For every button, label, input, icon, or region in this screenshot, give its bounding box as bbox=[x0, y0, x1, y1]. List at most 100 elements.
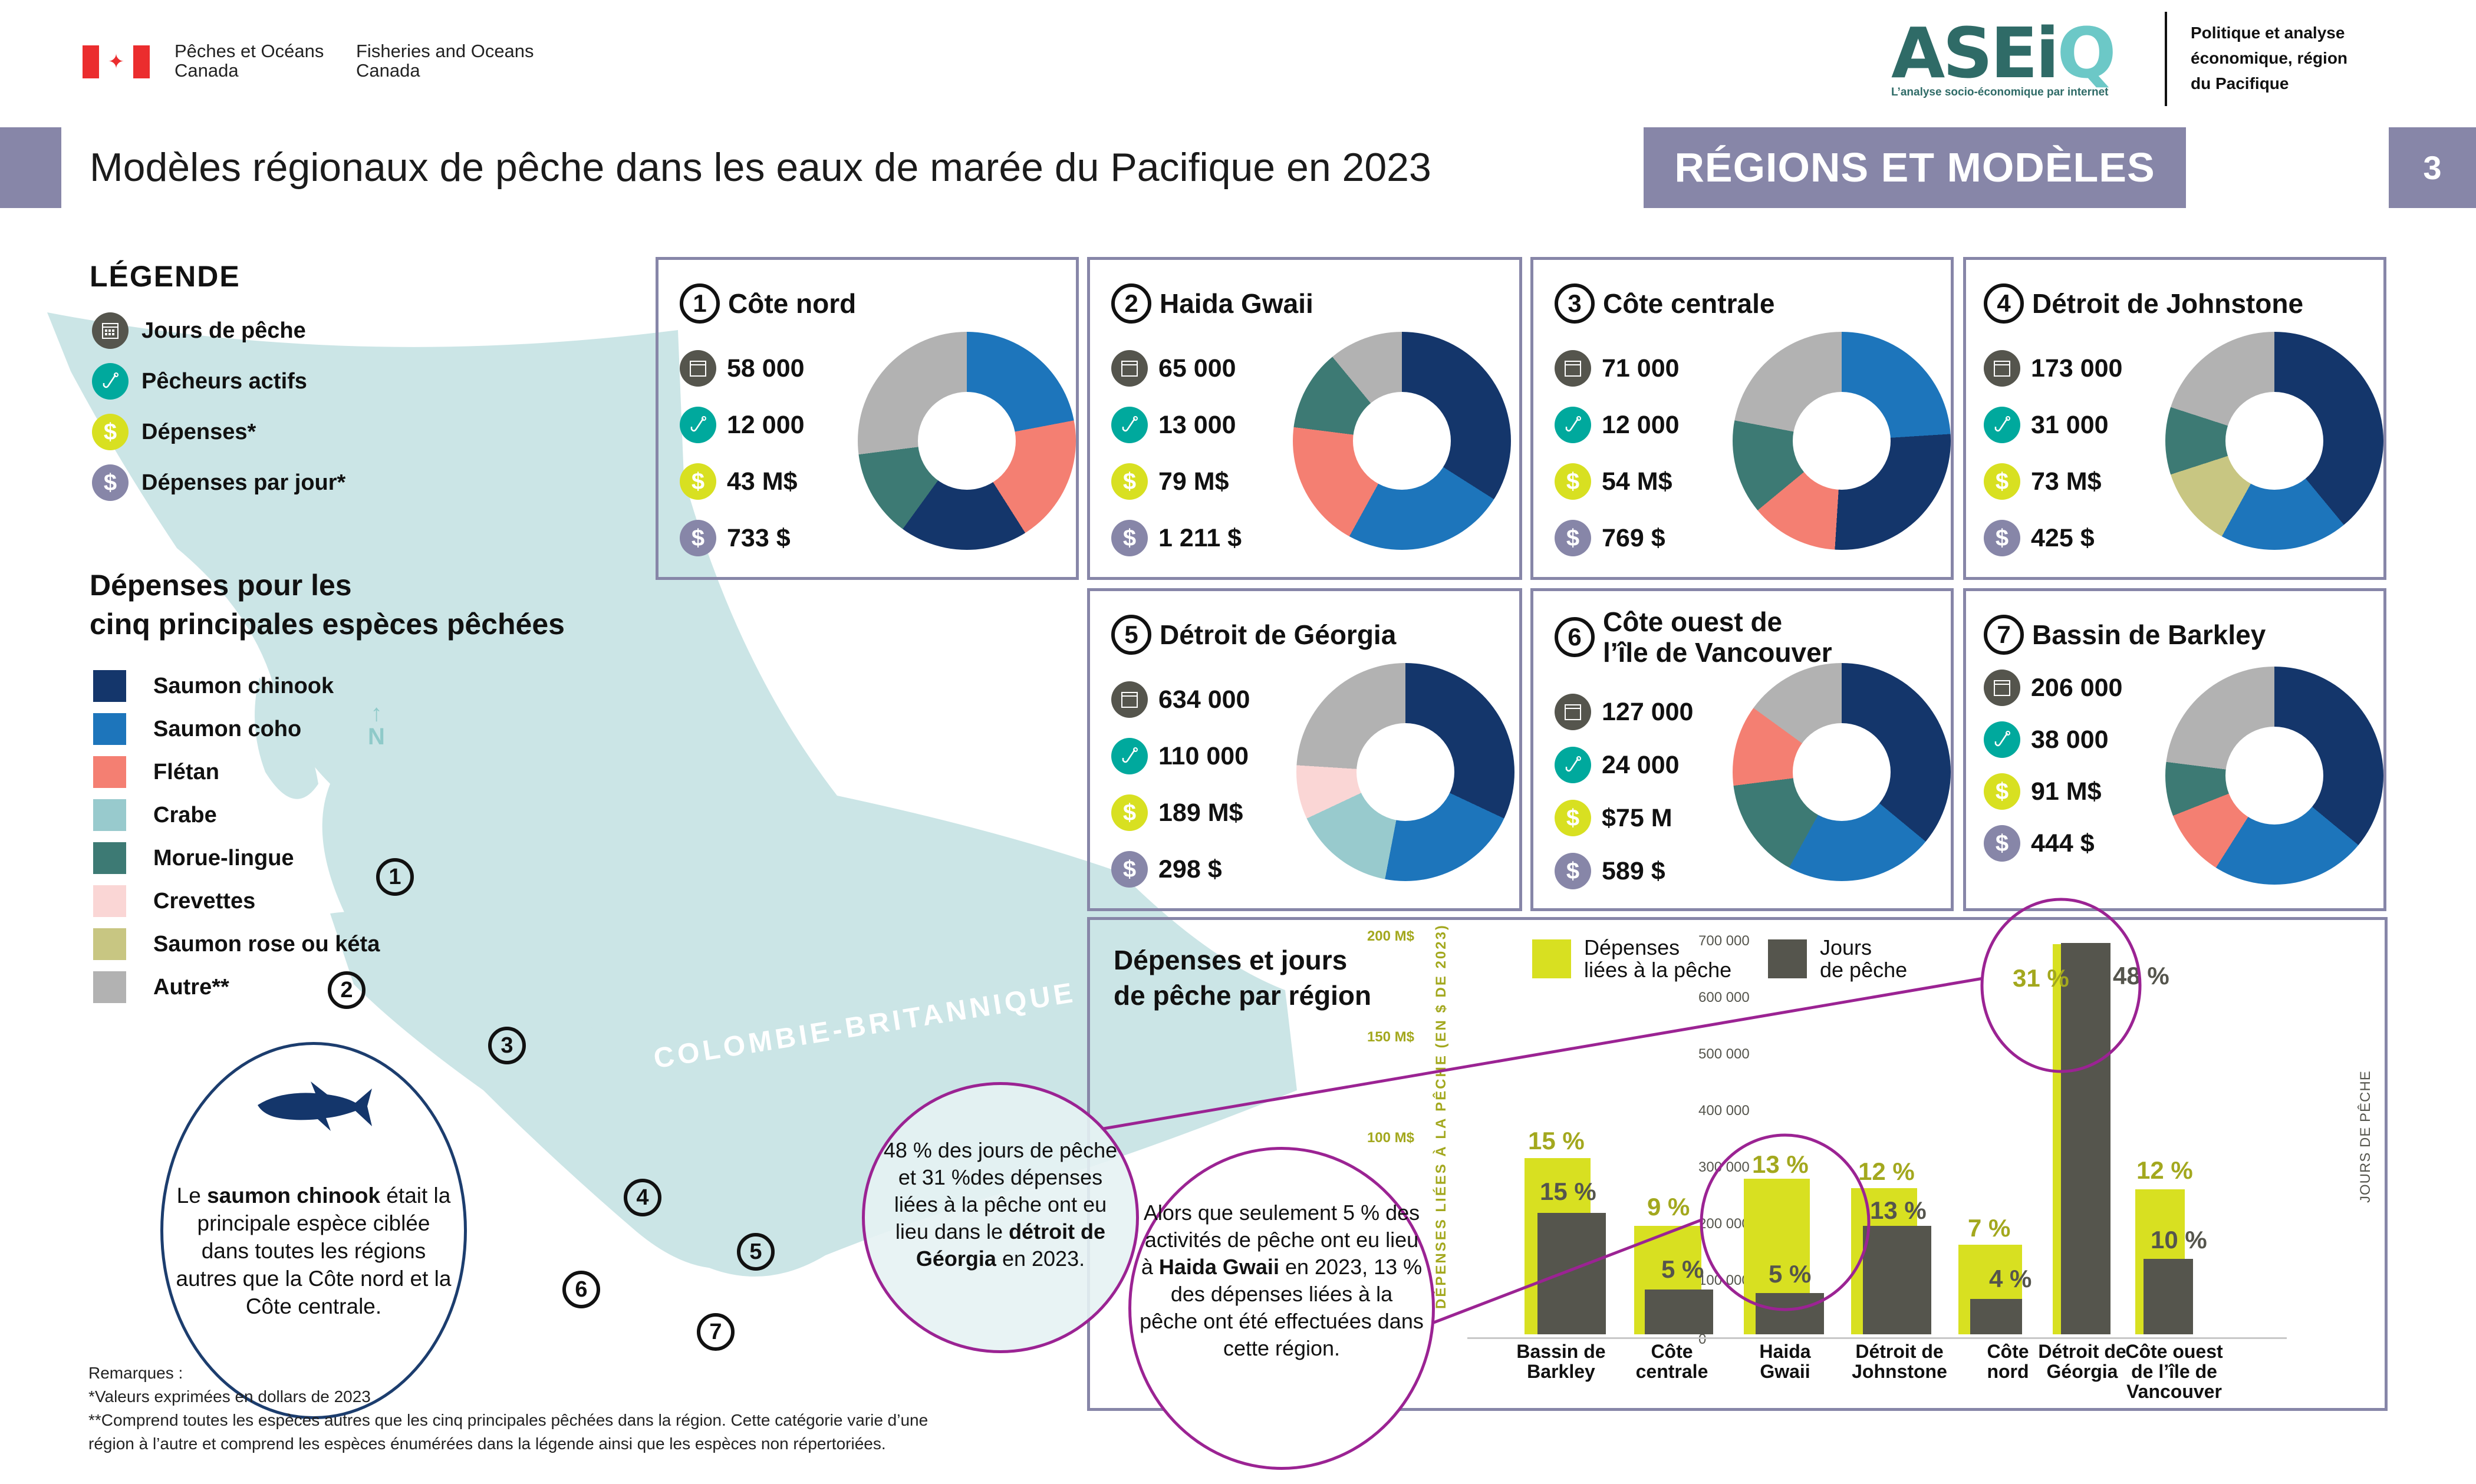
pct-days-cote-nord: 4 % bbox=[1989, 1265, 2032, 1292]
legend-item-fishing-days: Jours de pêche bbox=[92, 312, 306, 349]
pct-spending-haida-gwaii: 13 % bbox=[1752, 1150, 1809, 1178]
dollar-per-day-icon: $ bbox=[1984, 825, 2020, 862]
bar-days-haida-gwaii[interactable] bbox=[1756, 1293, 1824, 1334]
header-divider bbox=[2165, 12, 2167, 106]
fishhook-icon bbox=[92, 363, 129, 400]
species-donut-chart bbox=[1733, 663, 1951, 881]
swatch-halibut bbox=[93, 756, 126, 788]
dollar-per-day-icon: $ bbox=[1111, 851, 1148, 888]
bar-days-georgia[interactable] bbox=[2061, 943, 2110, 1334]
calendar-icon bbox=[1555, 350, 1591, 387]
fishhook-icon bbox=[1111, 407, 1148, 443]
pct-spending-cote-nord: 7 % bbox=[1968, 1214, 2011, 1242]
calendar-icon bbox=[680, 350, 716, 387]
species-item-lingcod: Morue-lingue bbox=[93, 842, 294, 874]
haida-gwaii-callout: Alors que seulement 5 % des activités de… bbox=[1128, 1147, 1435, 1470]
spending-value: 54 M$ bbox=[1602, 467, 1672, 496]
dollar-icon: $ bbox=[1111, 463, 1148, 500]
calendar-icon bbox=[1984, 350, 2020, 387]
canada-flag-logo: ✦ bbox=[83, 45, 150, 78]
fishing-days-value: 127 000 bbox=[1602, 697, 1694, 726]
fishhook-icon bbox=[680, 407, 716, 443]
region-number-badge: 1 bbox=[680, 283, 720, 324]
map-marker-1[interactable]: 1 bbox=[376, 858, 414, 896]
spending-value: 79 M$ bbox=[1158, 467, 1229, 496]
pct-spending-cote-ouest: 12 % bbox=[2136, 1156, 2193, 1184]
region-name: Côte ouest de l’île de Vancouver bbox=[1603, 606, 1832, 668]
bar-days-cote-ouest[interactable] bbox=[2144, 1259, 2193, 1334]
swatch-lingcod bbox=[93, 842, 126, 874]
region-card-detroit-johnstone: 4 Détroit de Johnstone 173 000 31 000 $73… bbox=[1963, 257, 2386, 580]
title-bar-accent bbox=[0, 127, 61, 208]
species-item-crab: Crabe bbox=[93, 799, 217, 831]
chart-legend-days: Jours de pêche bbox=[1768, 936, 1907, 981]
pct-spending-georgia: 31 % bbox=[2013, 964, 2069, 992]
pct-spending-johnstone: 12 % bbox=[1858, 1157, 1915, 1185]
x-label-johnstone: Détroit de Johnstone bbox=[1852, 1341, 1947, 1382]
fishing-days-value: 206 000 bbox=[2031, 673, 2123, 702]
x-label-barkley: Bassin de Barkley bbox=[1516, 1341, 1606, 1382]
x-label-cote-centrale: Côte centrale bbox=[1635, 1341, 1708, 1382]
fishing-days-value: 173 000 bbox=[2031, 354, 2123, 382]
fishhook-icon bbox=[1984, 407, 2020, 443]
fishhook-icon bbox=[1984, 721, 2020, 758]
section-tag: RÉGIONS ET MODÈLES bbox=[1644, 127, 2186, 208]
map-marker-6[interactable]: 6 bbox=[562, 1271, 600, 1308]
x-label-cote-nord: Côte nord bbox=[1987, 1341, 2029, 1382]
bar-days-cote-centrale[interactable] bbox=[1645, 1290, 1713, 1334]
dollar-per-day-icon: $ bbox=[92, 464, 129, 501]
map-marker-2[interactable]: 2 bbox=[328, 971, 366, 1009]
species-donut-chart bbox=[1293, 332, 1511, 550]
chinook-callout: Le saumon chinook était la principale es… bbox=[160, 1042, 467, 1419]
pct-days-cote-centrale: 5 % bbox=[1661, 1255, 1704, 1283]
legend-item-spending: $ Dépenses* bbox=[92, 414, 256, 450]
legend-item-spending-per-day: $ Dépenses par jour* bbox=[92, 464, 345, 501]
pct-days-georgia: 48 % bbox=[2113, 962, 2169, 990]
map-marker-3[interactable]: 3 bbox=[488, 1027, 526, 1064]
active-anglers-value: 31 000 bbox=[2031, 410, 2109, 439]
species-item-coho: Saumon coho bbox=[93, 713, 301, 745]
dollar-per-day-icon: $ bbox=[680, 520, 716, 556]
magnifier-check-icon: Q bbox=[2057, 12, 2116, 94]
species-item-prawns: Crevettes bbox=[93, 885, 255, 917]
bc-coast-map bbox=[47, 312, 1297, 1277]
species-item-chinook: Saumon chinook bbox=[93, 670, 334, 702]
dollar-icon: $ bbox=[92, 414, 129, 450]
maple-leaf-icon: ✦ bbox=[107, 51, 125, 73]
calendar-icon bbox=[1111, 681, 1148, 718]
spending-per-day-value: 444 $ bbox=[2031, 829, 2095, 858]
region-name: Détroit de Géorgia bbox=[1160, 619, 1397, 650]
dollar-icon: $ bbox=[1555, 463, 1591, 500]
region-card-haida-gwaii: 2 Haida Gwaii 65 000 13 000 $79 M$ $1 211… bbox=[1087, 257, 1522, 580]
policy-branch-label: Politique et analyse économique, région … bbox=[2191, 24, 2348, 93]
spending-per-day-value: 733 $ bbox=[727, 523, 791, 552]
bar-days-johnstone[interactable] bbox=[1863, 1226, 1931, 1334]
spending-per-day-value: 425 $ bbox=[2031, 523, 2095, 552]
bar-days-cote-nord[interactable] bbox=[1970, 1299, 2022, 1334]
y-axis-left-label: DÉPENSES LIÉES À LA PÊCHE (EN $ DE 2023) bbox=[1433, 924, 1449, 1309]
spending-value: 43 M$ bbox=[727, 467, 798, 496]
spending-per-day-value: 1 211 $ bbox=[1158, 523, 1242, 552]
map-marker-4[interactable]: 4 bbox=[624, 1179, 661, 1216]
map-marker-5[interactable]: 5 bbox=[737, 1233, 775, 1271]
calendar-icon bbox=[1555, 694, 1591, 730]
legend-item-active-anglers: Pêcheurs actifs bbox=[92, 363, 307, 400]
bar-days-barkley[interactable] bbox=[1537, 1213, 1606, 1334]
map-marker-7[interactable]: 7 bbox=[697, 1313, 735, 1351]
region-card-cote-nord: 1 Côte nord 58 000 12 000 $43 M$ $733 $ bbox=[656, 257, 1079, 580]
calendar-icon bbox=[1111, 350, 1148, 387]
north-arrow-icon: ↑ N bbox=[368, 700, 385, 750]
pct-days-johnstone: 13 % bbox=[1870, 1196, 1927, 1224]
region-card-bassin-barkley: 7 Bassin de Barkley 206 000 38 000 $91 M$… bbox=[1963, 588, 2386, 911]
dollar-per-day-icon: $ bbox=[1111, 520, 1148, 556]
page-number: 3 bbox=[2389, 127, 2476, 208]
pct-spending-barkley: 15 % bbox=[1528, 1127, 1585, 1155]
footnotes: Remarques : *Valeurs exprimées en dollar… bbox=[88, 1364, 929, 1453]
legend-title: LÉGENDE bbox=[90, 260, 241, 293]
pct-days-haida-gwaii: 5 % bbox=[1769, 1260, 1812, 1288]
species-item-halibut: Flétan bbox=[93, 756, 219, 788]
x-label-haida-gwaii: Haida Gwaii bbox=[1759, 1341, 1811, 1382]
swatch-coho bbox=[93, 713, 126, 745]
region-card-cote-centrale: 3 Côte centrale 71 000 12 000 $54 M$ $769… bbox=[1530, 257, 1954, 580]
pct-spending-cote-centrale: 9 % bbox=[1647, 1193, 1690, 1221]
